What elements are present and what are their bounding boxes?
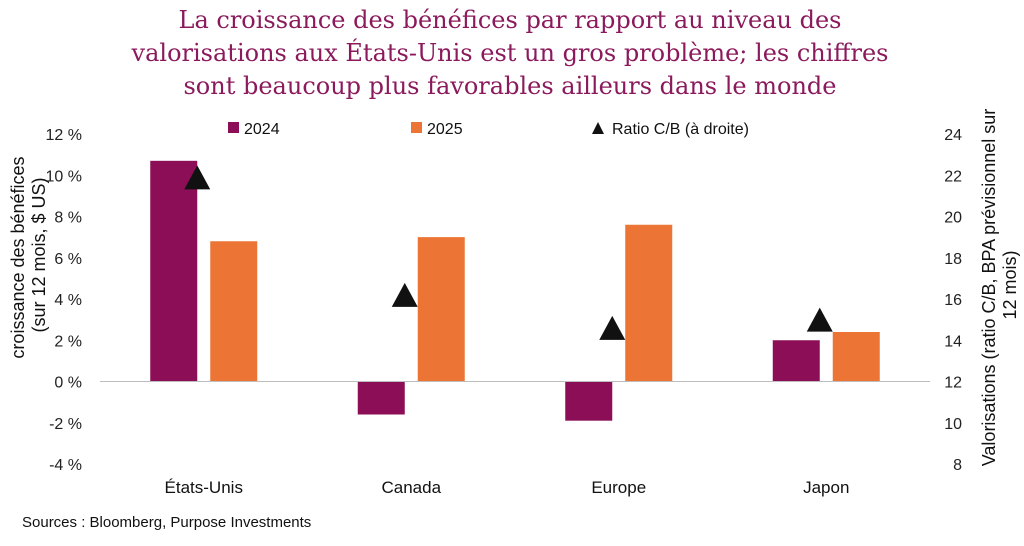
legend-label-2025: 2025 (427, 121, 463, 138)
y-left-tick-label: 12 % (46, 127, 82, 144)
legend-swatch-2025 (411, 122, 422, 133)
ratio-marker-0 (184, 165, 211, 190)
y-right-label: Valorisations (ratio C/B, BPA prévisionn… (979, 104, 1020, 467)
y-right-tick-label: 18 (944, 251, 962, 268)
y-left-tick-label: 8 % (54, 210, 82, 227)
y-left-tick-label: 4 % (54, 292, 82, 309)
y-left-tick-label: 0 % (54, 375, 82, 392)
title-line-3: sont beaucoup plus favorables ailleurs d… (183, 72, 837, 100)
y-left-ticks: 12 % 10 % 8 % 6 % 4 % 2 % 0 % -2 % -4 % (46, 127, 82, 474)
bar-2024-1 (357, 381, 405, 415)
legend-label-2024: 2024 (244, 121, 280, 138)
y-left-tick-label: 2 % (54, 333, 82, 350)
bar-2024-0 (150, 160, 198, 382)
y-left-label-line-2: (sur 12 mois, $ US) (29, 177, 49, 332)
y-right-tick-label: 10 (944, 416, 962, 433)
y-right-tick-label: 12 (944, 375, 962, 392)
bar-2025-2 (625, 224, 673, 382)
bar-2025-0 (210, 241, 258, 382)
legend: 2024 2025 Ratio C/B (à droite) (228, 121, 749, 138)
legend-swatch-2024 (228, 122, 239, 133)
bars (150, 160, 880, 421)
title-line-2: valorisations aux États-Unis est un gros… (131, 39, 889, 67)
y-right-tick-label: 14 (944, 333, 962, 350)
y-left-label-line-1: croissance des bénéfices (8, 156, 28, 358)
legend-label-ratio: Ratio C/B (à droite) (612, 121, 749, 138)
bar-2024-2 (565, 381, 613, 421)
title-line-1: La croissance des bénéfices par rapport … (178, 6, 842, 34)
y-left-tick-label: 10 % (46, 168, 82, 185)
y-left-tick-label: -4 % (49, 457, 82, 474)
y-left-tick-label: 6 % (54, 251, 82, 268)
ratio-marker-2 (599, 315, 626, 340)
source-note: Sources : Bloomberg, Purpose Investments (22, 514, 312, 531)
y-right-tick-label: 8 (953, 457, 962, 474)
bar-2025-1 (417, 237, 465, 382)
category-labels: États-Unis Canada Europe Japon (165, 478, 850, 497)
y-right-tick-label: 16 (944, 292, 962, 309)
chart-title: La croissance des bénéfices par rapport … (60, 4, 960, 103)
ratio-marker-3 (806, 307, 833, 332)
bar-2025-3 (832, 332, 880, 382)
category-label: Canada (381, 478, 441, 497)
ratio-marker-1 (391, 282, 418, 307)
category-label: États-Unis (165, 478, 243, 497)
y-left-tick-label: -2 % (49, 416, 82, 433)
category-label: Japon (803, 478, 849, 497)
y-right-label-line-2: 12 mois) (1000, 250, 1020, 319)
y-right-tick-label: 22 (944, 168, 962, 185)
bar-2024-3 (772, 340, 820, 382)
y-left-label: croissance des bénéfices (sur 12 mois, $… (8, 151, 49, 358)
category-label: Europe (591, 478, 646, 497)
y-right-label-line-1: Valorisations (ratio C/B, BPA prévisionn… (979, 109, 999, 467)
legend-triangle-icon (592, 122, 604, 134)
y-right-ticks: 24 22 20 18 16 14 12 10 8 (944, 127, 962, 474)
y-right-tick-label: 24 (944, 127, 962, 144)
ratio-markers (184, 165, 833, 340)
y-right-tick-label: 20 (944, 210, 962, 227)
